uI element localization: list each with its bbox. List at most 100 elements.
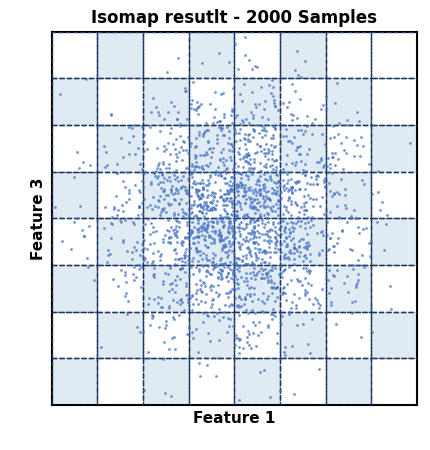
Point <box>87 161 94 168</box>
Point <box>283 125 290 132</box>
Point <box>251 233 258 240</box>
Point <box>143 145 150 153</box>
Point <box>142 254 149 261</box>
Point <box>306 267 313 274</box>
Point <box>196 131 203 139</box>
Point <box>205 234 212 241</box>
Point <box>269 150 276 158</box>
Point <box>287 200 294 207</box>
Point <box>141 169 147 176</box>
Point <box>264 149 271 156</box>
Point <box>178 157 185 164</box>
Point <box>189 234 196 242</box>
Point <box>224 209 230 216</box>
Point <box>335 214 342 221</box>
Point <box>248 344 255 351</box>
Point <box>217 237 224 244</box>
Point <box>192 212 199 219</box>
Point <box>265 146 272 153</box>
Point <box>167 99 174 106</box>
Title: Isomap resutlt - 2000 Samples: Isomap resutlt - 2000 Samples <box>91 9 378 27</box>
Point <box>204 262 211 270</box>
Point <box>253 272 260 279</box>
Point <box>145 300 152 307</box>
Point <box>185 272 192 279</box>
Point <box>194 162 200 170</box>
Point <box>326 266 332 273</box>
Point <box>244 158 251 165</box>
Point <box>272 313 279 320</box>
Point <box>269 83 276 90</box>
Point <box>268 176 275 184</box>
Point <box>257 259 264 266</box>
Point <box>195 186 202 194</box>
Point <box>182 279 189 287</box>
Point <box>227 315 233 323</box>
Point <box>144 245 150 252</box>
Point <box>289 342 296 350</box>
Point <box>205 207 212 214</box>
Point <box>185 290 192 297</box>
Point <box>235 183 242 190</box>
Point <box>83 255 90 262</box>
Point <box>204 257 211 264</box>
Point <box>199 208 206 215</box>
Bar <box>143 218 189 265</box>
Point <box>247 218 254 225</box>
Point <box>282 206 289 213</box>
Point <box>200 185 206 193</box>
Point <box>290 241 297 248</box>
Point <box>309 130 316 137</box>
Point <box>137 329 144 336</box>
Point <box>212 89 219 96</box>
Point <box>206 100 213 107</box>
Point <box>208 199 215 207</box>
Point <box>216 230 223 237</box>
Point <box>229 286 236 293</box>
Point <box>240 215 247 222</box>
Point <box>260 290 267 297</box>
Point <box>148 179 155 186</box>
Point <box>194 191 201 198</box>
Point <box>198 281 205 288</box>
Point <box>277 387 284 395</box>
Point <box>258 217 265 224</box>
Point <box>181 249 188 256</box>
Point <box>198 288 205 295</box>
Point <box>212 106 219 113</box>
Point <box>237 156 243 163</box>
Point <box>250 268 257 275</box>
Point <box>229 322 236 329</box>
Point <box>192 163 199 170</box>
Point <box>173 234 180 241</box>
Point <box>191 239 198 246</box>
Point <box>211 113 218 121</box>
Point <box>273 339 280 346</box>
Point <box>193 247 200 254</box>
Point <box>234 168 241 175</box>
Point <box>284 168 291 176</box>
Bar <box>97 78 143 125</box>
Point <box>138 247 145 254</box>
Point <box>148 205 155 212</box>
Point <box>233 261 240 268</box>
Bar <box>189 311 234 358</box>
Point <box>242 296 249 303</box>
Point <box>224 228 231 235</box>
Bar <box>372 265 417 311</box>
Point <box>204 181 211 189</box>
Point <box>342 191 349 198</box>
Point <box>406 139 413 146</box>
Point <box>199 191 206 198</box>
Point <box>248 258 255 265</box>
Point <box>253 234 260 241</box>
Point <box>214 232 221 239</box>
Point <box>243 236 249 243</box>
Point <box>320 163 327 170</box>
Point <box>74 215 81 222</box>
Point <box>220 159 227 166</box>
Point <box>215 354 221 361</box>
Point <box>230 279 237 286</box>
Point <box>233 254 240 261</box>
Point <box>179 265 186 272</box>
